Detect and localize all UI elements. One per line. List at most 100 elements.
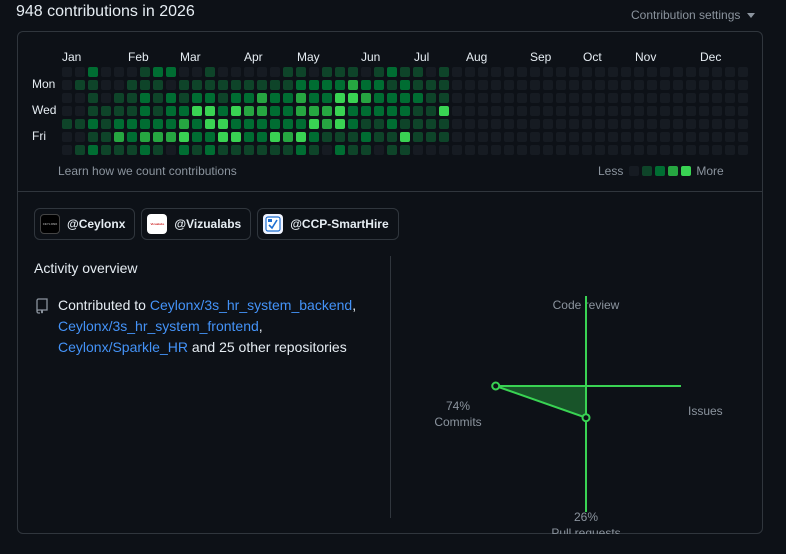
contribution-cell[interactable] (478, 93, 488, 103)
contribution-cell[interactable] (374, 132, 384, 142)
contribution-cell[interactable] (530, 67, 540, 77)
contribution-cell[interactable] (387, 145, 397, 155)
contribution-cell[interactable] (465, 93, 475, 103)
contribution-cell[interactable] (218, 119, 228, 129)
contribution-cell[interactable] (517, 106, 527, 116)
contribution-cell[interactable] (257, 106, 267, 116)
contribution-cell[interactable] (88, 145, 98, 155)
contribution-cell[interactable] (543, 80, 553, 90)
contribution-cell[interactable] (413, 132, 423, 142)
contribution-cell[interactable] (387, 67, 397, 77)
contribution-cell[interactable] (127, 119, 137, 129)
contribution-cell[interactable] (140, 67, 150, 77)
contribution-cell[interactable] (270, 67, 280, 77)
contribution-cell[interactable] (634, 67, 644, 77)
contribution-cell[interactable] (205, 93, 215, 103)
contribution-cell[interactable] (335, 132, 345, 142)
contribution-cell[interactable] (153, 80, 163, 90)
contribution-cell[interactable] (348, 80, 358, 90)
contribution-cell[interactable] (140, 80, 150, 90)
contribution-cell[interactable] (517, 93, 527, 103)
contribution-cell[interactable] (699, 93, 709, 103)
contribution-cell[interactable] (504, 106, 514, 116)
contribution-cell[interactable] (361, 145, 371, 155)
contribution-cell[interactable] (140, 132, 150, 142)
contribution-cell[interactable] (192, 80, 202, 90)
contribution-cell[interactable] (465, 145, 475, 155)
contribution-cell[interactable] (387, 80, 397, 90)
contribution-cell[interactable] (621, 119, 631, 129)
contribution-cell[interactable] (465, 67, 475, 77)
contribution-cell[interactable] (673, 119, 683, 129)
contribution-cell[interactable] (309, 67, 319, 77)
contribution-cell[interactable] (140, 106, 150, 116)
contribution-cell[interactable] (231, 93, 241, 103)
contribution-cell[interactable] (465, 106, 475, 116)
contribution-cell[interactable] (608, 132, 618, 142)
contribution-cell[interactable] (62, 106, 72, 116)
contribution-cell[interactable] (439, 132, 449, 142)
contribution-cell[interactable] (205, 119, 215, 129)
contribution-cell[interactable] (283, 80, 293, 90)
contribution-cell[interactable] (296, 145, 306, 155)
contribution-cell[interactable] (530, 132, 540, 142)
contribution-cell[interactable] (257, 132, 267, 142)
contribution-cell[interactable] (569, 119, 579, 129)
contribution-cell[interactable] (153, 93, 163, 103)
contribution-cell[interactable] (127, 132, 137, 142)
contribution-cell[interactable] (400, 145, 410, 155)
contribution-cell[interactable] (348, 119, 358, 129)
contribution-cell[interactable] (283, 106, 293, 116)
contribution-cell[interactable] (582, 106, 592, 116)
contribution-cell[interactable] (75, 67, 85, 77)
org-button-vizualabs[interactable]: Vizualabs @Vizualabs (141, 208, 252, 240)
contribution-cell[interactable] (374, 80, 384, 90)
contribution-cell[interactable] (296, 67, 306, 77)
contribution-cell[interactable] (582, 132, 592, 142)
contribution-cell[interactable] (569, 145, 579, 155)
contribution-cell[interactable] (335, 67, 345, 77)
contribution-cell[interactable] (309, 106, 319, 116)
contribution-cell[interactable] (660, 145, 670, 155)
contribution-cell[interactable] (387, 119, 397, 129)
contribution-cell[interactable] (387, 106, 397, 116)
contribution-cell[interactable] (543, 93, 553, 103)
contribution-cell[interactable] (153, 119, 163, 129)
contribution-cell[interactable] (725, 106, 735, 116)
contribution-cell[interactable] (478, 67, 488, 77)
contribution-cell[interactable] (348, 145, 358, 155)
contribution-cell[interactable] (595, 132, 605, 142)
contribution-cell[interactable] (569, 67, 579, 77)
contribution-cell[interactable] (244, 145, 254, 155)
contribution-cell[interactable] (153, 67, 163, 77)
contribution-cell[interactable] (491, 106, 501, 116)
contribution-cell[interactable] (309, 80, 319, 90)
contribution-cell[interactable] (88, 119, 98, 129)
contribution-cell[interactable] (712, 80, 722, 90)
contribution-cell[interactable] (309, 119, 319, 129)
contribution-cell[interactable] (348, 67, 358, 77)
contribution-cell[interactable] (660, 67, 670, 77)
contribution-cell[interactable] (322, 132, 332, 142)
contribution-cell[interactable] (335, 145, 345, 155)
contribution-cell[interactable] (686, 106, 696, 116)
contribution-cell[interactable] (686, 132, 696, 142)
contribution-cell[interactable] (179, 93, 189, 103)
contribution-cell[interactable] (517, 119, 527, 129)
contribution-cell[interactable] (361, 106, 371, 116)
contribution-cell[interactable] (270, 119, 280, 129)
contribution-cell[interactable] (452, 145, 462, 155)
contribution-cell[interactable] (88, 67, 98, 77)
contribution-cell[interactable] (218, 93, 228, 103)
contribution-cell[interactable] (647, 132, 657, 142)
contribution-cell[interactable] (270, 80, 280, 90)
org-button-ccp-smarthire[interactable]: @CCP-SmartHire (257, 208, 399, 240)
contribution-cell[interactable] (452, 67, 462, 77)
contribution-cell[interactable] (530, 119, 540, 129)
contribution-cell[interactable] (569, 80, 579, 90)
contribution-cell[interactable] (205, 132, 215, 142)
contribution-cell[interactable] (478, 80, 488, 90)
contribution-cell[interactable] (634, 119, 644, 129)
contribution-cell[interactable] (465, 132, 475, 142)
contribution-cell[interactable] (673, 80, 683, 90)
